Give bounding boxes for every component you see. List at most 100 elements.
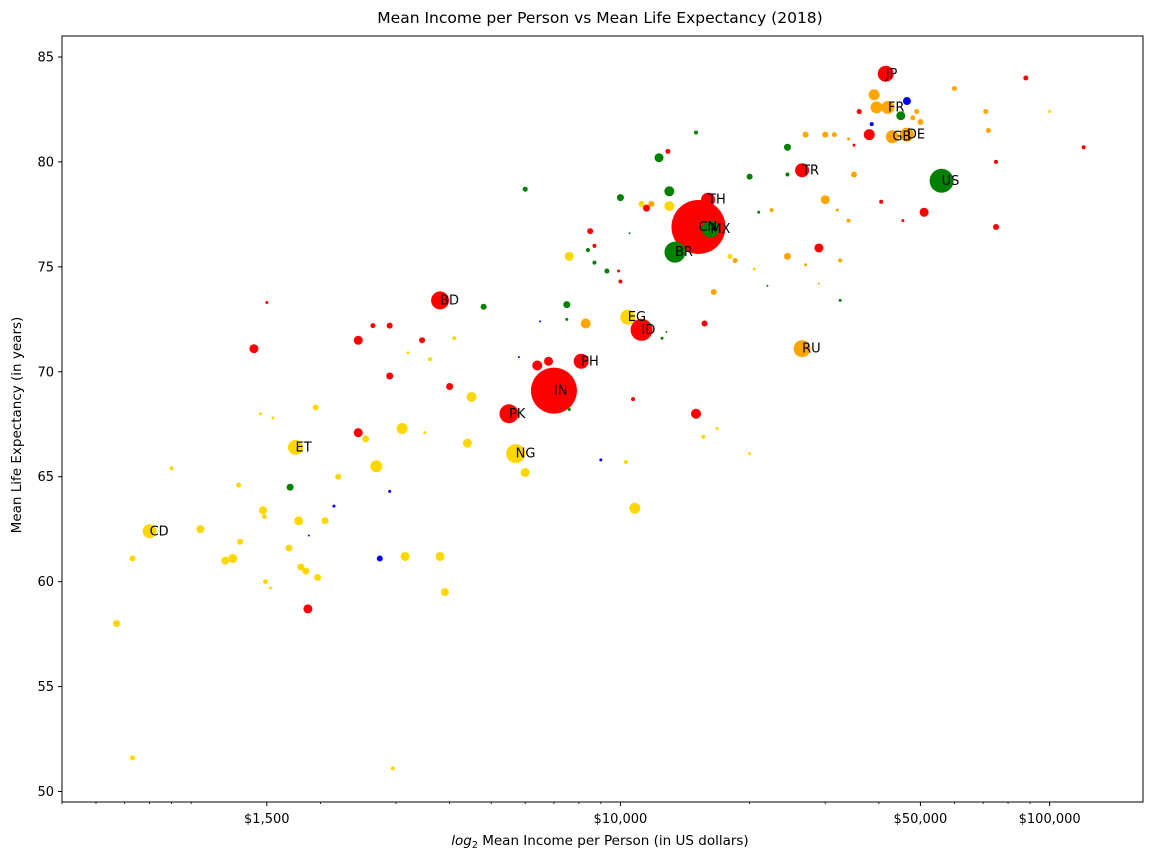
data-point [261,514,267,520]
data-point [850,171,857,178]
data-point [302,567,310,575]
data-point [585,248,590,253]
point-label-fr: FR [888,100,905,115]
point-label-pk: PK [509,407,526,422]
y-tick-label: 80 [37,155,54,170]
data-point [332,504,336,508]
data-point [691,408,702,419]
data-point [539,320,542,323]
x-tick-label: $100,000 [1019,812,1081,827]
data-point [701,434,706,439]
point-et [288,439,304,455]
point-label-th: TH [707,193,726,208]
data-point [396,422,408,434]
data-point [802,131,809,138]
data-point [452,336,457,341]
data-point [386,372,394,380]
y-tick-label: 75 [37,260,54,275]
data-point [783,143,791,151]
point-labels: CN IN US ID BR PK NG BD RU MX JP ET PH EG TR TH DE CD GB FR [150,67,960,540]
x-axis-label: log2 Mean Income per Person (in US dolla… [451,833,748,851]
chart-title: Mean Income per Person vs Mean Life Expe… [377,9,822,27]
data-point [642,204,650,212]
data-point [847,137,851,141]
data-point [564,251,574,261]
data-point [654,153,664,163]
point-label-cn: CN [698,220,717,235]
data-point [820,195,830,205]
y-tick-label: 70 [37,365,54,380]
data-point [370,323,376,329]
point-label-jp: JP [885,67,898,82]
point-label-eg: EG [628,310,646,325]
data-point [628,232,631,235]
point-label-et: ET [296,440,312,455]
data-point [285,544,293,552]
data-point [804,263,808,267]
data-point [994,159,999,164]
data-point [520,468,530,478]
y-tick-label: 65 [37,470,54,485]
data-point [565,317,569,321]
data-point [113,620,121,628]
data-point [587,228,594,235]
data-point [817,282,820,285]
point-ru [793,340,811,358]
point-label-in: IN [554,384,568,399]
data-point [604,268,610,274]
y-tick-label: 55 [37,680,54,695]
data-point [130,755,136,761]
data-point [406,351,410,355]
data-point [263,579,269,585]
data-point [660,336,664,340]
point-label-bd: BD [440,293,459,308]
data-point [694,130,699,135]
data-point [390,766,395,771]
data-point [435,551,445,561]
data-point [617,269,621,273]
data-point [835,208,839,212]
data-point [710,289,717,296]
data-point [638,200,645,207]
point-br [664,241,686,263]
data-point [335,473,342,480]
data-point [303,604,313,614]
data-point [746,173,753,180]
x-tick-label: $50,000 [894,812,948,827]
data-point [863,129,875,141]
data-point [221,556,230,565]
data-point [249,344,259,354]
plot-frame [61,35,1144,803]
point-th [701,192,716,207]
data-point [294,516,304,526]
data-point [599,458,603,462]
data-point [466,391,477,402]
data-point [480,303,487,310]
point-ng [506,444,526,464]
data-point [846,218,851,223]
data-point [769,208,774,213]
point-cn [671,199,726,254]
data-point [748,452,752,456]
data-point [259,506,268,515]
data-point [838,298,842,302]
data-point [129,555,136,562]
data-point [629,502,641,514]
point-label-us: US [942,174,960,189]
x-tick-label: $1,500 [244,812,290,827]
data-point [386,322,393,329]
x-tick-label: $10,000 [594,812,648,827]
data-point [321,517,329,525]
data-point [446,382,454,390]
data-point [727,253,733,259]
data-point [814,243,824,253]
data-point [419,337,426,344]
data-point [440,588,449,597]
data-point [870,101,883,114]
data-point [618,279,623,284]
data-point [265,301,269,305]
data-point [766,284,769,287]
data-point [983,109,989,115]
data-point [592,260,597,265]
